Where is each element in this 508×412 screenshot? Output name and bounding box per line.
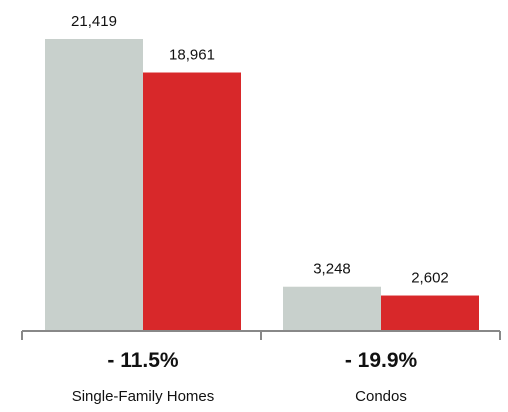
value-labels-group: 21,419 18,961 3,248 2,602	[71, 13, 449, 287]
bars-group	[45, 39, 479, 332]
bar-condos-series-2	[381, 295, 479, 331]
change-label-condos: - 19.9%	[345, 349, 418, 372]
bar-single-family-homes-series-1	[45, 39, 143, 331]
value-label-single-family-homes-series-2: 18,961	[169, 47, 215, 64]
x-axis	[21, 330, 501, 340]
category-label-condos: Condos	[355, 388, 407, 405]
bar-condos-series-1	[283, 286, 381, 331]
category-label-single-family: Single-Family Homes	[72, 388, 215, 405]
bar-single-family-homes-series-2	[143, 72, 241, 332]
change-label-single-family: - 11.5%	[107, 349, 179, 372]
value-label-condos-series-1: 3,248	[313, 261, 351, 278]
value-label-condos-series-2: 2,602	[411, 270, 449, 287]
value-label-single-family-homes-series-1: 21,419	[71, 13, 117, 30]
